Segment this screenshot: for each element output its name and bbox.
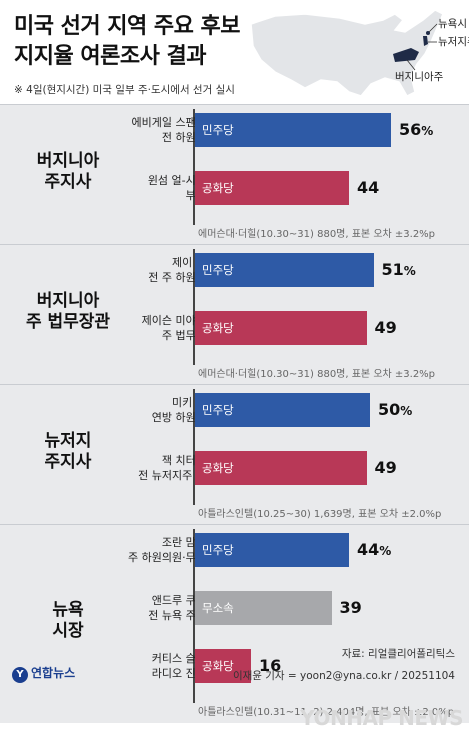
party-label: 민주당 bbox=[202, 263, 234, 277]
party-label: 민주당 bbox=[202, 543, 234, 557]
bar-axis bbox=[193, 249, 195, 365]
vote-bar: 민주당 bbox=[195, 533, 349, 567]
party-label: 공화당 bbox=[202, 321, 234, 335]
race-name-line: 뉴저지 bbox=[44, 431, 92, 451]
yonhap-logo: Y 연합뉴스 bbox=[12, 664, 75, 683]
map-label-nyc: 뉴욕시 bbox=[438, 18, 467, 30]
vote-value: 16 bbox=[259, 649, 281, 683]
vote-value: 44 bbox=[357, 171, 379, 205]
race-name: 뉴저지 주지사 bbox=[8, 431, 128, 473]
vote-bar: 민주당 bbox=[195, 113, 391, 147]
bar-axis bbox=[193, 389, 195, 505]
logo-text: 연합뉴스 bbox=[31, 666, 76, 680]
poll-info: 아틀라스인텔(10.25~30) 1,639명, 표본 오차 ±2.0%p bbox=[198, 509, 442, 520]
poll-info: 아틀라스인텔(10.31~11. 2) 2,404명, 표본 오차 ±2.0%p bbox=[198, 707, 455, 718]
credit: 이재윤 기자 = yoon2@yna.co.kr / 20251104 bbox=[232, 670, 455, 682]
poll-info: 에머슨대·더힐(10.30~31) 880명, 표본 오차 ±3.2%p bbox=[198, 229, 436, 240]
us-map: 뉴욕시 뉴저지주 버지니아주 bbox=[250, 9, 469, 97]
vote-value: 49 bbox=[375, 451, 397, 485]
race-name: 버지니아 주 법무장관 bbox=[8, 291, 128, 333]
bar-axis bbox=[193, 109, 195, 225]
page-title: 미국 선거 지역 주요 후보 지지율 여론조사 결과 bbox=[14, 12, 241, 72]
title-line-2: 지지율 여론조사 결과 bbox=[14, 44, 206, 69]
vote-value-number: 51 bbox=[381, 260, 404, 279]
percent-unit: % bbox=[403, 264, 416, 278]
vote-value-number: 49 bbox=[374, 458, 397, 477]
vote-bar: 공화당 bbox=[195, 649, 251, 683]
party-label: 민주당 bbox=[202, 403, 234, 417]
vote-value-number: 39 bbox=[339, 598, 362, 617]
race-name-line: 시장 bbox=[52, 621, 84, 641]
bar-axis bbox=[193, 529, 195, 703]
vote-value-number: 49 bbox=[374, 318, 397, 337]
race-name: 뉴욕 시장 bbox=[8, 600, 128, 642]
virginia-shape bbox=[393, 48, 419, 62]
candidate-name-line: 에비게일 스팬버거 bbox=[131, 116, 216, 129]
race-name-line: 주지사 bbox=[44, 172, 92, 192]
poll-info: 에머슨대·더힐(10.30~31) 880명, 표본 오차 ±3.2%p bbox=[198, 369, 436, 380]
vote-value-number: 44 bbox=[357, 178, 380, 197]
percent-unit: % bbox=[379, 544, 392, 558]
vote-value-number: 50 bbox=[378, 400, 401, 419]
race-panel: 버지니아 주 법무장관 제이 존스 전 주 하원의원 민주당 51% 제이슨 미야레스 주 법… bbox=[0, 244, 469, 385]
vote-bar: 공화당 bbox=[195, 451, 367, 485]
percent-unit: % bbox=[400, 404, 413, 418]
candidate-name-line: 주 하원의원·무슬림 bbox=[128, 551, 216, 564]
race-name: 버지니아 주지사 bbox=[8, 151, 128, 193]
vote-bar: 공화당 bbox=[195, 311, 367, 345]
race-panel: 뉴욕 시장 조란 맘다니 주 하원의원·무슬림 민주당 44% 앤드루 쿠오모 전 뉴욕 주지… bbox=[0, 524, 469, 723]
vote-value: 49 bbox=[375, 311, 397, 345]
race-name-line: 주지사 bbox=[44, 452, 92, 472]
vote-value-number: 16 bbox=[259, 656, 282, 675]
party-label: 민주당 bbox=[202, 123, 234, 137]
party-label: 무소속 bbox=[202, 601, 234, 615]
us-map-outline bbox=[250, 9, 444, 97]
party-label: 공화당 bbox=[202, 461, 234, 475]
party-label: 공화당 bbox=[202, 181, 234, 195]
vote-value: 44% bbox=[357, 533, 391, 568]
vote-bar: 무소속 bbox=[195, 591, 332, 625]
percent-unit: % bbox=[421, 124, 434, 138]
race-name-line: 뉴욕 bbox=[52, 600, 84, 620]
yonhap-logo-icon: Y bbox=[12, 667, 28, 683]
vote-value-number: 56 bbox=[399, 120, 422, 139]
vote-value: 39 bbox=[340, 591, 362, 625]
map-label-nj: 뉴저지주 bbox=[438, 36, 469, 48]
vote-value: 51% bbox=[382, 253, 416, 288]
vote-value-number: 44 bbox=[357, 540, 380, 559]
race-panel: 뉴저지 주지사 미키 셰릴 연방 하원의원 민주당 50% 잭 치터렐리 전 뉴저지주 의원 공… bbox=[0, 384, 469, 525]
map-label-va: 버지니아주 bbox=[395, 71, 444, 83]
race-name-line: 주 법무장관 bbox=[25, 312, 111, 332]
party-label: 공화당 bbox=[202, 659, 234, 673]
title-line-1: 미국 선거 지역 주요 후보 bbox=[14, 14, 241, 39]
race-name-line: 버지니아 bbox=[36, 291, 100, 311]
vote-bar: 공화당 bbox=[195, 171, 349, 205]
vote-bar: 민주당 bbox=[195, 253, 374, 287]
vote-value: 50% bbox=[378, 393, 412, 428]
new-jersey-shape bbox=[423, 36, 428, 46]
vote-value: 56% bbox=[399, 113, 433, 148]
watermark: YONHAP NEWS bbox=[300, 706, 463, 730]
race-name-line: 버지니아 bbox=[36, 151, 100, 171]
source: 자료: 리얼클리어폴리틱스 bbox=[341, 648, 455, 660]
election-note: ※ 4일(현지시간) 미국 일부 주·도시에서 선거 실시 bbox=[14, 84, 235, 96]
vote-bar: 민주당 bbox=[195, 393, 370, 427]
